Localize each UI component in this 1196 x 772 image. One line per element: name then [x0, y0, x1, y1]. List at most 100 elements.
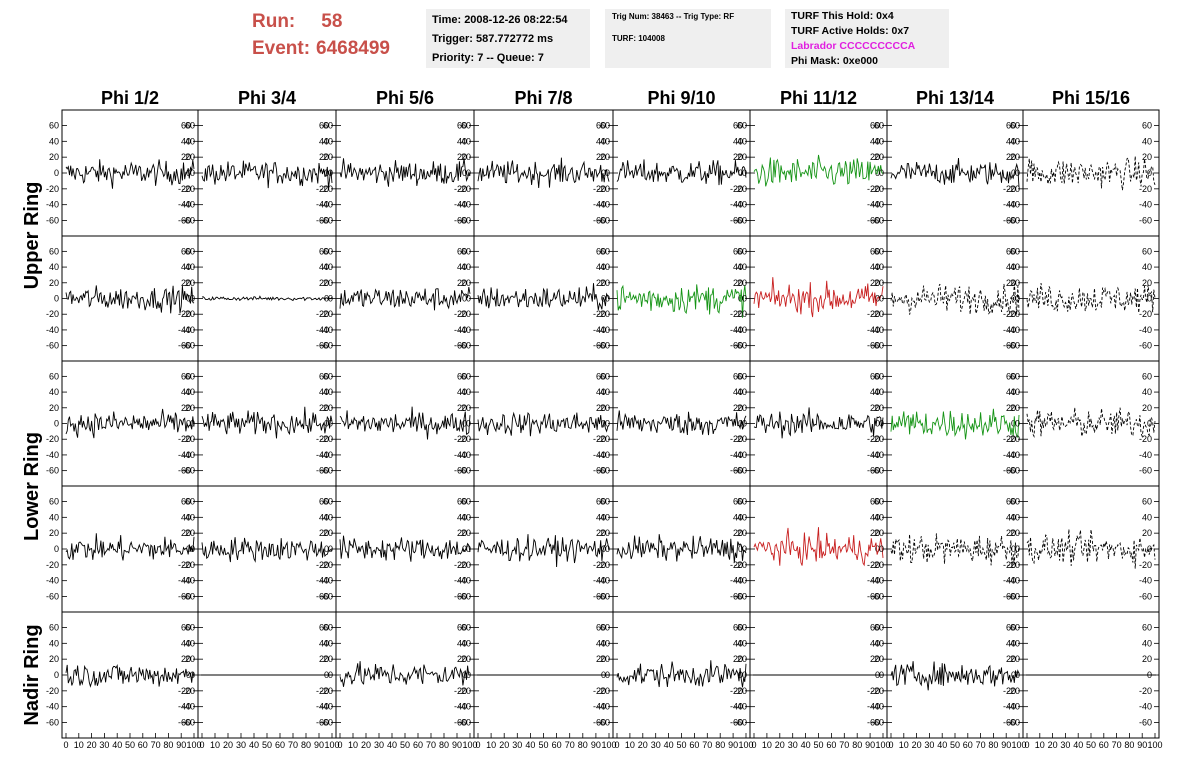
- x-tick-label: 100: [462, 740, 477, 750]
- y-tick-label: -40: [871, 200, 884, 210]
- x-tick-label: 60: [1099, 740, 1109, 750]
- y-tick-label: 0: [1015, 419, 1020, 429]
- y-tick-label: -20: [458, 434, 471, 444]
- y-tick-label: -40: [316, 702, 329, 712]
- y-tick-label: 20: [737, 278, 747, 288]
- y-tick-label: 20: [737, 403, 747, 413]
- y-tick-label: 60: [1010, 496, 1020, 506]
- x-tick-label: 90: [591, 740, 601, 750]
- waveform-trace: [339, 661, 470, 687]
- y-tick-label: 0: [879, 168, 884, 178]
- y-tick-label: 20: [457, 403, 467, 413]
- y-tick-label: -40: [454, 450, 467, 460]
- y-tick-label: -20: [458, 686, 471, 696]
- y-tick-label: -60: [593, 592, 606, 602]
- y-tick-label: 20: [461, 528, 471, 538]
- waveform-trace: [890, 157, 1020, 187]
- y-tick-label: -40: [454, 576, 467, 586]
- y-tick-label: 60: [185, 371, 195, 381]
- y-tick-label: -40: [46, 576, 59, 586]
- y-tick-label: 60: [1006, 622, 1016, 632]
- y-tick-label: 40: [323, 387, 333, 397]
- run-number: 58: [321, 11, 343, 32]
- y-tick-label: 0: [1011, 670, 1016, 680]
- y-tick-label: 20: [600, 278, 610, 288]
- y-tick-label: -60: [730, 341, 743, 351]
- y-tick-label: -20: [320, 184, 333, 194]
- y-tick-label: -20: [178, 184, 191, 194]
- y-tick-label: -40: [178, 200, 191, 210]
- waveform-trace: [65, 533, 195, 561]
- y-tick-label: -60: [182, 466, 195, 476]
- y-tick-label: 60: [600, 371, 610, 381]
- waveform-trace: [1026, 407, 1156, 439]
- y-tick-label: 20: [733, 403, 743, 413]
- x-tick-label: 70: [288, 740, 298, 750]
- y-tick-label: 60: [323, 246, 333, 256]
- y-tick-label: -40: [1003, 200, 1016, 210]
- x-tick-label: 90: [314, 740, 324, 750]
- waveform-trace: [339, 158, 471, 187]
- x-tick-label: 70: [839, 740, 849, 750]
- y-tick-label: 60: [1010, 371, 1020, 381]
- y-tick-label: 60: [1010, 622, 1020, 632]
- y-tick-label: 0: [601, 168, 606, 178]
- y-tick-label: 60: [181, 246, 191, 256]
- y-tick-label: -40: [1139, 702, 1152, 712]
- x-tick-label: 40: [1073, 740, 1083, 750]
- x-tick-label: 0: [337, 740, 342, 750]
- y-tick-label: -60: [316, 718, 329, 728]
- y-tick-label: -40: [730, 325, 743, 335]
- y-tick-label: 0: [879, 670, 884, 680]
- y-tick-label: -60: [178, 466, 191, 476]
- y-tick-label: 60: [461, 120, 471, 130]
- y-tick-label: 60: [49, 371, 59, 381]
- y-tick-label: 20: [181, 528, 191, 538]
- x-tick-label: 0: [614, 740, 619, 750]
- y-tick-label: 60: [870, 246, 880, 256]
- y-tick-label: 20: [323, 278, 333, 288]
- y-tick-label: -40: [46, 702, 59, 712]
- y-tick-label: -60: [182, 216, 195, 226]
- y-tick-label: 40: [457, 136, 467, 146]
- y-tick-label: 60: [181, 371, 191, 381]
- y-tick-label: 60: [1142, 246, 1152, 256]
- y-tick-label: -20: [867, 686, 880, 696]
- y-tick-label: 60: [1010, 246, 1020, 256]
- y-tick-label: -60: [730, 466, 743, 476]
- y-tick-label: -40: [182, 450, 195, 460]
- x-tick-label: 20: [775, 740, 785, 750]
- x-tick-label: 90: [1001, 740, 1011, 750]
- y-tick-label: 20: [1010, 152, 1020, 162]
- y-tick-label: 0: [742, 544, 747, 554]
- y-tick-label: 60: [737, 371, 747, 381]
- y-tick-label: 40: [1142, 262, 1152, 272]
- y-tick-label: 0: [738, 544, 743, 554]
- y-tick-label: -40: [730, 450, 743, 460]
- y-tick-label: 0: [466, 670, 471, 680]
- y-tick-label: -60: [320, 341, 333, 351]
- y-tick-label: -20: [182, 686, 195, 696]
- y-tick-label: -60: [730, 592, 743, 602]
- y-tick-label: -60: [871, 341, 884, 351]
- turf-active-holds: TURF Active Holds: 0x7: [791, 25, 910, 37]
- y-tick-label: 20: [874, 528, 884, 538]
- y-tick-label: -60: [178, 718, 191, 728]
- y-tick-label: 20: [181, 654, 191, 664]
- x-tick-label: 40: [937, 740, 947, 750]
- y-tick-label: -60: [597, 341, 610, 351]
- y-tick-label: -60: [734, 466, 747, 476]
- x-tick-label: 40: [112, 740, 122, 750]
- x-tick-label: 80: [852, 740, 862, 750]
- x-tick-label: 70: [976, 740, 986, 750]
- x-tick-label: 100: [1147, 740, 1162, 750]
- y-tick-label: -40: [1003, 702, 1016, 712]
- x-tick-label: 90: [452, 740, 462, 750]
- y-tick-label: -20: [593, 686, 606, 696]
- y-tick-label: -60: [734, 592, 747, 602]
- y-tick-label: -40: [730, 576, 743, 586]
